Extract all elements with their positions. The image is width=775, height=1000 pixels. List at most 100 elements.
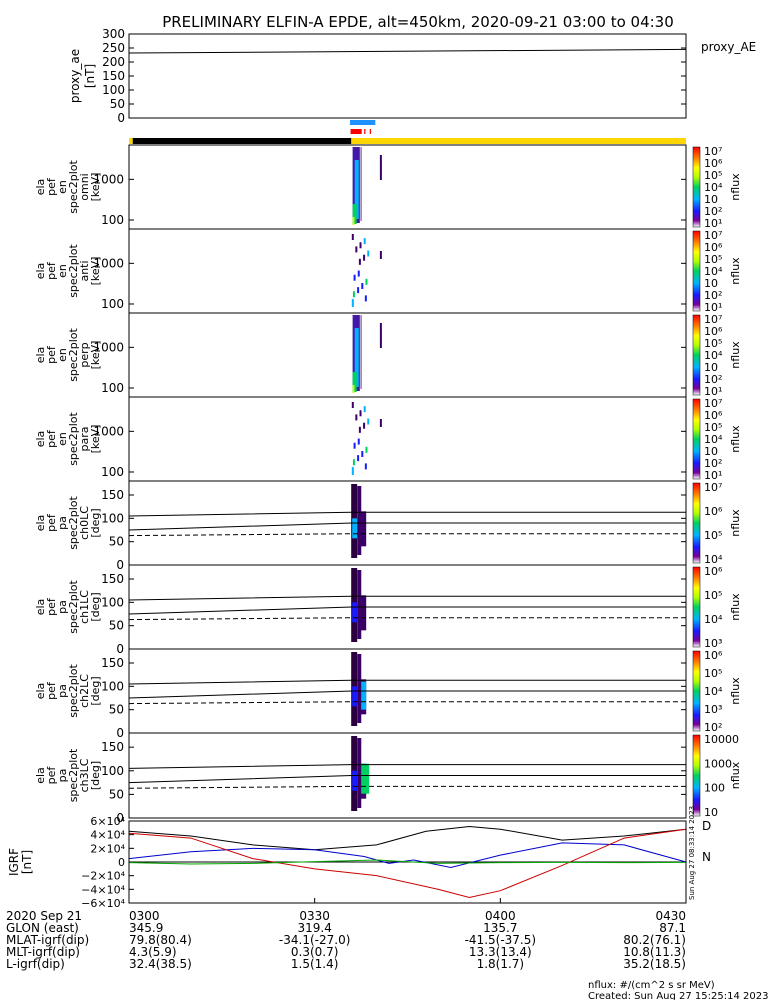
heatmap-cell xyxy=(352,686,357,706)
proxy-ae-frame xyxy=(129,34,686,118)
heatmap-cell xyxy=(360,410,362,416)
panel-ylabel-word: [deg] xyxy=(89,508,102,537)
status-bar-segment xyxy=(364,129,365,134)
panel-ytick-label: 100 xyxy=(101,381,124,395)
footer: nflux: #/(cm^2 s sr MeV) Created: Sun Au… xyxy=(588,980,768,1000)
igrf-panel: 6×10⁴4×10⁴2×10⁴0−2×10⁴−4×10⁴−6×10⁴IGRF [n… xyxy=(7,806,711,910)
colorbar-strip xyxy=(693,567,700,647)
heatmap-cell xyxy=(357,654,361,723)
heatmap-cells xyxy=(351,568,366,642)
heatmap-cell xyxy=(357,738,361,808)
proxy-ae-ylabel-unit: [nT] xyxy=(83,64,97,88)
colorbar-tick-label: 1000 xyxy=(704,757,732,770)
heatmap-cell xyxy=(353,385,355,393)
colorbar-label: nflux xyxy=(729,341,742,369)
ephemeris-value: 32.4(38.5) xyxy=(129,957,192,971)
colorbar-tick-label: 10⁷ xyxy=(704,481,722,494)
proxy-ae-legend: proxy_AE xyxy=(701,40,756,54)
proxy-ae-ytick-label: 50 xyxy=(110,97,125,111)
heatmap-cell xyxy=(352,299,354,307)
heatmap-cell xyxy=(354,443,356,449)
spec-panel-ela_pef_en_spec2plot_perp: 10⁷10⁶10⁵10⁴10⁳10²10¹nfluxelapefenspec2p… xyxy=(34,313,742,398)
loss-cone-lower-line xyxy=(129,691,686,698)
colorbar-strip xyxy=(693,399,700,479)
colorbar-label: nflux xyxy=(729,677,742,705)
proxy-ae-ytick-label: 200 xyxy=(102,55,125,69)
loss-cone-dashed-line xyxy=(129,618,686,620)
heatmap-cells xyxy=(351,484,366,558)
status-bar-segment xyxy=(350,120,375,125)
colorbar-tick-label: 10⁵ xyxy=(704,667,722,680)
heatmap-cells xyxy=(352,234,382,307)
colorbar-tick-label: 10⁵ xyxy=(704,529,722,542)
panel-frame xyxy=(129,313,686,397)
panel-ytick-label: 100 xyxy=(101,595,124,609)
ephemeris-value: 1.5(1.4) xyxy=(291,957,339,971)
spec-panel-ela_pef_en_spec2plot_omni: 10⁷10⁶10⁵10⁴10⁳10²10¹nfluxelapefenspec2p… xyxy=(34,145,742,230)
loss-cone-upper-line xyxy=(129,765,686,769)
heatmap-cell xyxy=(361,315,362,389)
status-bar-segment xyxy=(351,129,362,134)
heatmap-cell xyxy=(357,455,359,461)
heatmap-cell xyxy=(352,602,357,622)
heatmap-cell xyxy=(367,419,369,425)
heatmap-cell xyxy=(352,771,357,791)
panel-ytick-label: 100 xyxy=(101,297,124,311)
igrf-legend-D: D xyxy=(702,819,711,833)
spec-panel-ela_pef_en_spec2plot_anti: 10⁷10⁶10⁵10⁴10⁳10²10¹ nflux elapefenspec2p… xyxy=(34,229,742,314)
ephemeris-table: 2020 Sep 21 0300 0330 0400 0430 GLON (east) 34… xyxy=(6,909,686,971)
proxy-ae-ylabel: proxy_ae xyxy=(68,49,82,103)
heatmap-cell xyxy=(380,419,382,427)
proxy-ae-panel: 300250200150100500proxy_ae [nT]proxy_AE xyxy=(68,27,756,125)
heatmap-cell xyxy=(352,467,354,475)
heatmap-cell xyxy=(361,147,362,221)
figure-title: PRELIMINARY ELFIN-A EPDE, alt=450km, 202… xyxy=(162,13,674,31)
heatmap-cell xyxy=(355,414,357,420)
colorbar-tick-label: 10³ xyxy=(704,703,722,716)
spec-panel-ela_pef_pa_spec2plot_ch3LC: 10000100010010nfluxelapefpaspec2plotch3L… xyxy=(34,733,742,825)
panel-ylabel-word: [deg] xyxy=(89,761,102,790)
igrf-ytick-label: −2×10⁴ xyxy=(81,870,125,883)
igrf-ylabel-unit: [nT] xyxy=(20,850,34,874)
panel-ytick-label: 100 xyxy=(101,679,124,693)
colorbar-strip xyxy=(693,147,700,227)
heatmap-cell xyxy=(380,251,382,259)
panel-ytick-label: 50 xyxy=(109,787,124,801)
colorbar-label: nflux xyxy=(729,173,742,201)
heatmap-cell xyxy=(353,291,355,297)
colorbar-tick-label: 10⁴ xyxy=(704,685,723,698)
ephemeris-value: 35.2(18.5) xyxy=(623,957,686,971)
right-time-stamp: Sun Aug 27 08:33:14 2023 xyxy=(688,806,696,900)
heatmap-cell xyxy=(352,402,354,408)
heatmap-cells xyxy=(353,315,382,393)
heatmap-cell xyxy=(353,217,355,225)
ephemeris-value: 1.8(1.7) xyxy=(477,957,525,971)
loss-cone-lower-line xyxy=(129,607,686,614)
loss-cone-dashed-line xyxy=(129,534,686,536)
panel-frame xyxy=(129,145,686,229)
loss-cone-lower-line xyxy=(129,776,686,783)
spec-panel-ela_pef_pa_spec2plot_ch0LC: 10⁷10⁶10⁵10⁴nfluxelapefpaspec2plotch0LC[… xyxy=(34,481,742,572)
panel-ytick-label: 100 xyxy=(101,511,124,525)
loss-cone-lower-line xyxy=(129,523,686,530)
colorbar-tick-label: 10⁶ xyxy=(704,649,723,662)
loss-cone-upper-line xyxy=(129,596,686,600)
panel-ytick-label: 1000 xyxy=(93,340,124,354)
heatmap-cell xyxy=(353,459,355,465)
heatmap-cell xyxy=(361,451,363,457)
status-bars xyxy=(129,120,686,144)
heatmap-cell xyxy=(364,238,366,244)
proxy-ae-ytick-label: 300 xyxy=(102,27,125,41)
panel-ylabel-word: [deg] xyxy=(89,676,102,705)
proxy-ae-ytick-label: 0 xyxy=(117,111,125,125)
panel-ytick-label: 100 xyxy=(101,213,124,227)
colorbar-tick-label: 10⁶ xyxy=(704,505,723,518)
heatmap-cell xyxy=(354,275,356,281)
colorbar-tick-label: 10 xyxy=(704,806,718,819)
panel-frame xyxy=(129,229,686,313)
heatmap-cell xyxy=(365,447,367,453)
colorbar-tick-label: 10⁶ xyxy=(704,565,723,578)
proxy-ae-ytick-label: 250 xyxy=(102,41,125,55)
panels-layer: 300250200150100500proxy_ae [nT]proxy_AE10… xyxy=(6,27,756,971)
